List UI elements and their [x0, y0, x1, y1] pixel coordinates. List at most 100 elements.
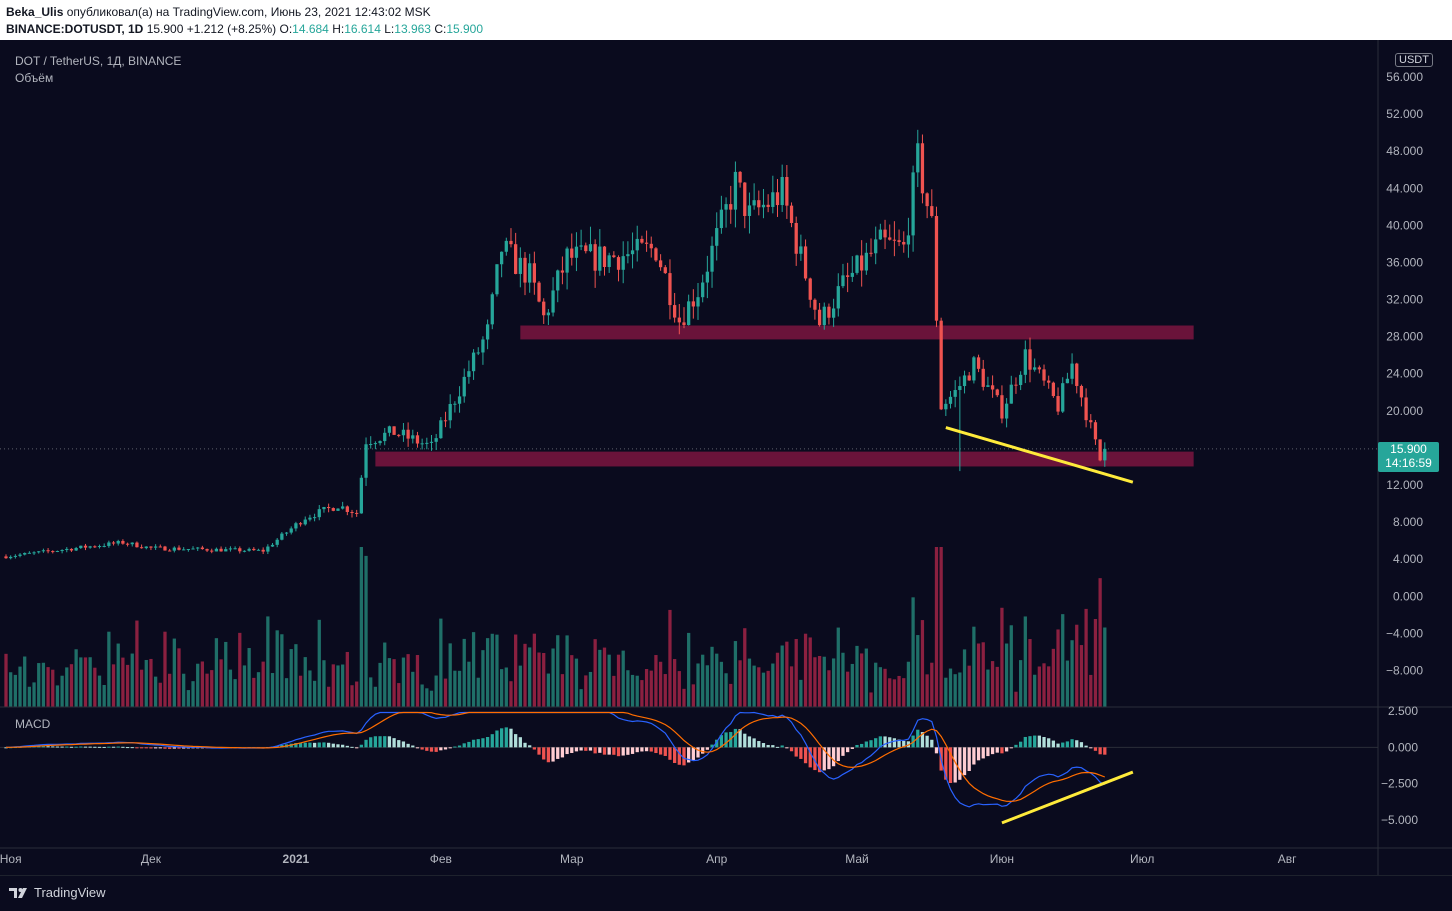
candle-body: [574, 246, 579, 258]
macd-histogram-bar: [972, 747, 976, 765]
volume-bar: [1051, 648, 1056, 707]
candle-body: [387, 426, 392, 433]
macd-histogram-bar: [850, 747, 854, 749]
volume-bar: [626, 670, 630, 707]
price-tick-label: 28.000: [1386, 330, 1423, 344]
candle-body: [345, 506, 349, 512]
candle-body: [789, 205, 794, 223]
open-value: 14.684: [292, 22, 329, 36]
volume-bar: [467, 661, 471, 707]
volume-bar: [415, 655, 420, 707]
volume-bar: [139, 669, 144, 707]
volume-bar: [846, 671, 850, 707]
macd-histogram-bar: [495, 730, 499, 748]
tradingview-logo-icon[interactable]: [8, 884, 32, 900]
volume-bar: [41, 662, 46, 707]
candle-body: [761, 204, 766, 208]
candle-body: [74, 548, 78, 551]
candle-body: [995, 389, 999, 396]
macd-histogram-bar: [528, 745, 532, 748]
volume-bar: [485, 638, 490, 707]
volume-bar: [930, 662, 934, 707]
macd-histogram-bar: [607, 747, 611, 755]
macd-histogram-bar: [1056, 743, 1060, 748]
macd-histogram-bar: [168, 747, 172, 749]
macd-histogram-bar: [359, 744, 363, 748]
volume-bar: [1075, 624, 1079, 707]
volume-bar: [397, 683, 401, 707]
candle-body: [392, 426, 396, 435]
macd-histogram-bar: [420, 747, 424, 750]
candle-body: [747, 205, 752, 216]
candle-body: [649, 243, 653, 249]
volume-bar: [13, 674, 17, 707]
time-tick-label: Фев: [430, 852, 452, 866]
volume-bar: [177, 648, 181, 707]
candle-body: [294, 523, 298, 529]
candle-body: [850, 272, 854, 277]
brand-name[interactable]: TradingView: [34, 885, 106, 900]
macd-histogram-bar: [822, 747, 826, 771]
candle-body: [579, 245, 583, 247]
candle-body: [902, 241, 906, 245]
price-tick-label: 40.000: [1386, 218, 1423, 232]
candle-body: [514, 244, 518, 274]
macd-histogram-bar: [322, 742, 326, 748]
chart-canvas[interactable]: 56.000 52.000 48.000 44.000 40.000 36.000 32.0…: [0, 40, 1452, 875]
volume-bar: [934, 547, 939, 707]
price-tick-label: 0.000: [1393, 589, 1423, 603]
candle-body: [565, 248, 569, 273]
candle-body: [556, 270, 560, 291]
macd-histogram-bar: [1004, 747, 1009, 752]
volume-bar: [687, 632, 691, 707]
macd-histogram-bar: [411, 745, 415, 748]
macd-histogram-bar: [902, 740, 906, 748]
author-name[interactable]: Beka_Ulis: [6, 5, 64, 19]
currency-badge[interactable]: USDT: [1395, 53, 1433, 67]
macd-histogram-bar: [892, 738, 897, 748]
candle-body: [196, 547, 200, 549]
macd-histogram-bar: [97, 746, 102, 748]
macd-histogram-bar: [537, 747, 541, 755]
volume-bar: [378, 662, 382, 707]
volume-bar: [920, 620, 925, 707]
candle-body: [205, 549, 209, 551]
volume-bar: [827, 670, 831, 707]
macd-histogram-bar: [1061, 742, 1065, 748]
macd-histogram-bar: [574, 747, 579, 752]
volume-bar: [1023, 616, 1027, 707]
volume-bar: [37, 663, 41, 707]
volume-bar: [308, 670, 312, 707]
macd-histogram-bar: [462, 743, 466, 748]
chart-area[interactable]: 56.000 52.000 48.000 44.000 40.000 36.000 32.0…: [0, 40, 1452, 875]
trendlines[interactable]: [945, 426, 1134, 825]
candle-body: [874, 239, 878, 254]
macd-histogram-bar: [808, 747, 812, 768]
candle-body: [9, 556, 13, 559]
macd-histogram-bar: [280, 744, 284, 748]
candle-body: [588, 244, 593, 252]
macd-histogram-bar: [303, 742, 307, 748]
macd-histogram-bar: [144, 747, 148, 749]
candle-body: [18, 554, 22, 556]
price-tick-label: 36.000: [1386, 255, 1423, 269]
candle-body: [696, 297, 700, 307]
candle-body: [233, 548, 237, 550]
candle-body: [855, 255, 859, 273]
volume-bar: [462, 638, 466, 707]
header: Beka_Ulis опубликовал(а) на TradingView.…: [0, 0, 1452, 40]
close-value: 15.900: [446, 22, 484, 36]
volume-bar: [406, 654, 410, 707]
candle-body: [1028, 349, 1032, 370]
macd-histogram-bar: [579, 747, 583, 751]
candle-body: [663, 267, 667, 274]
macd-histogram-bar: [1019, 741, 1023, 748]
macd-histogram-bar: [350, 746, 354, 748]
candle-body: [1000, 395, 1004, 419]
volume-bar: [663, 674, 667, 707]
macd-histogram-bar: [584, 747, 588, 751]
volume-bar: [439, 618, 443, 707]
volume-bar: [224, 641, 228, 707]
volume-bar: [1093, 619, 1098, 707]
volume-bar: [1065, 660, 1070, 707]
